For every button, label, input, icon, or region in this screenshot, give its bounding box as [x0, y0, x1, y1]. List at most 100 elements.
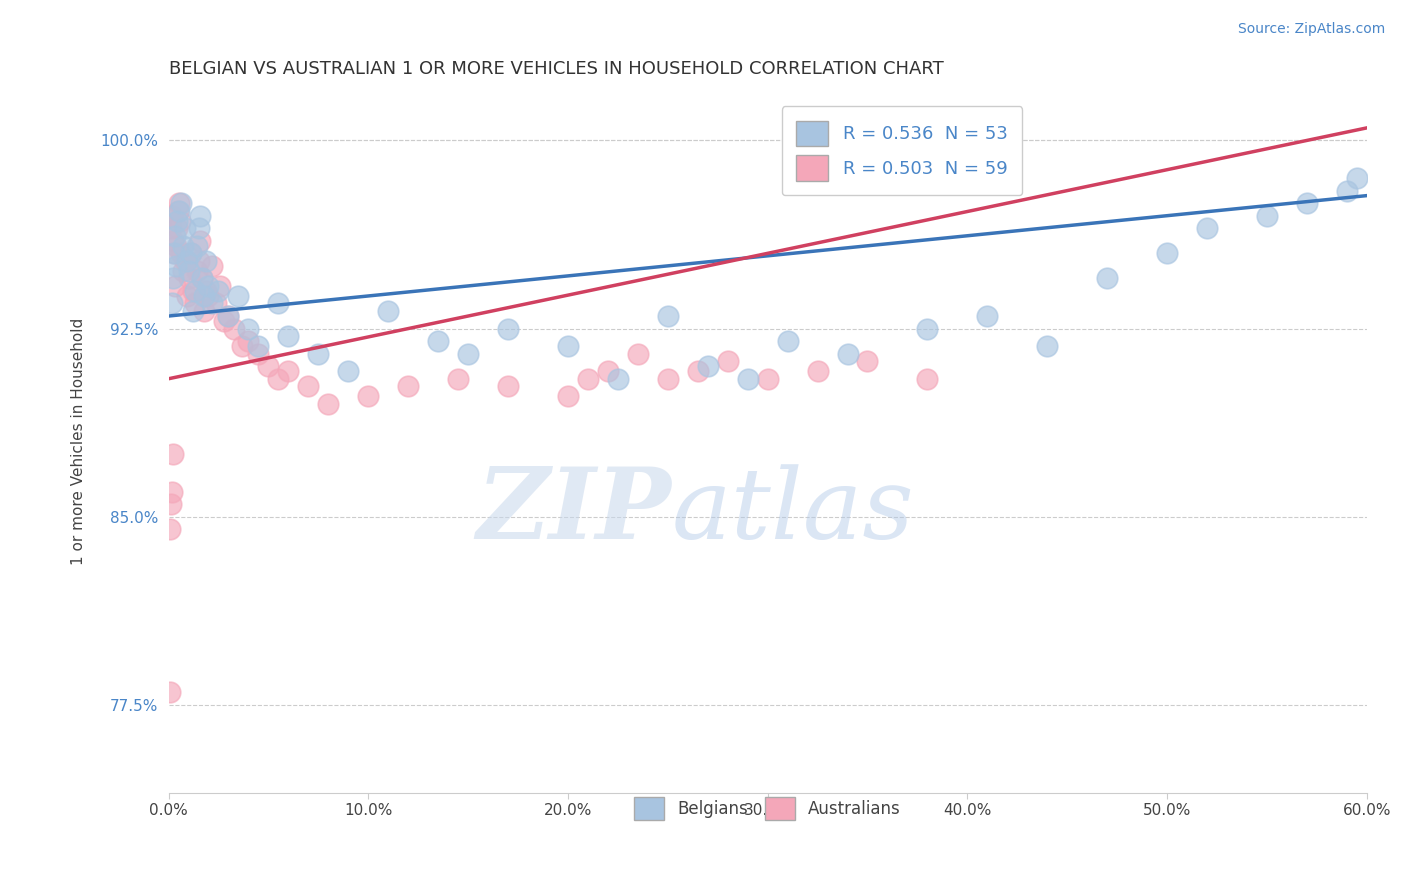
Point: [447, 372, 470, 386]
Point: [837, 346, 859, 360]
Point: [377, 304, 399, 318]
Point: [976, 309, 998, 323]
Point: [1295, 196, 1317, 211]
Point: [162, 447, 184, 461]
Point: [214, 314, 236, 328]
Point: [209, 279, 232, 293]
Point: [297, 379, 319, 393]
Point: [806, 364, 828, 378]
Point: [917, 321, 939, 335]
Point: [596, 364, 619, 378]
Point: [191, 271, 214, 285]
Point: [193, 304, 215, 318]
Point: [917, 372, 939, 386]
Point: [160, 484, 183, 499]
Point: [856, 354, 879, 368]
Point: [173, 253, 195, 268]
Point: [172, 264, 194, 278]
Point: [160, 209, 183, 223]
Point: [457, 346, 479, 360]
Point: [176, 289, 198, 303]
Point: [217, 309, 239, 323]
Point: [247, 339, 270, 353]
Point: [172, 239, 194, 253]
Point: [183, 284, 205, 298]
Point: [191, 271, 214, 285]
Point: [186, 264, 208, 278]
Text: Source: ZipAtlas.com: Source: ZipAtlas.com: [1237, 22, 1385, 37]
Text: BELGIAN VS AUSTRALIAN 1 OR MORE VEHICLES IN HOUSEHOLD CORRELATION CHART: BELGIAN VS AUSTRALIAN 1 OR MORE VEHICLES…: [169, 60, 943, 78]
Point: [277, 329, 299, 343]
Point: [190, 234, 212, 248]
Point: [427, 334, 450, 348]
Point: [756, 372, 779, 386]
Point: [167, 196, 190, 211]
Point: [162, 271, 184, 285]
Point: [173, 221, 195, 235]
Point: [193, 289, 215, 303]
Point: [277, 364, 299, 378]
Point: [159, 221, 181, 235]
Point: [686, 364, 709, 378]
Point: [496, 321, 519, 335]
Point: [307, 346, 329, 360]
Y-axis label: 1 or more Vehicles in Household: 1 or more Vehicles in Household: [72, 318, 86, 566]
Point: [357, 389, 380, 403]
Point: [186, 239, 208, 253]
Point: [657, 372, 679, 386]
Point: [576, 372, 599, 386]
Point: [159, 685, 181, 699]
Point: [187, 253, 209, 268]
Legend: Belgians, Australians: Belgians, Australians: [621, 783, 914, 833]
Point: [166, 203, 188, 218]
Point: [162, 246, 184, 260]
Point: [162, 246, 184, 260]
Point: [181, 304, 204, 318]
Point: [224, 321, 246, 335]
Point: [169, 246, 191, 260]
Point: [776, 334, 799, 348]
Point: [606, 372, 628, 386]
Point: [1336, 184, 1358, 198]
Point: [228, 289, 250, 303]
Point: [201, 259, 224, 273]
Point: [197, 279, 219, 293]
Point: [257, 359, 280, 374]
Point: [163, 228, 186, 243]
Point: [166, 221, 188, 235]
Point: [1346, 171, 1368, 186]
Point: [267, 372, 290, 386]
Point: [201, 296, 224, 310]
Point: [627, 346, 650, 360]
Point: [176, 253, 198, 268]
Point: [207, 284, 229, 298]
Point: [737, 372, 759, 386]
Point: [177, 264, 200, 278]
Point: [165, 239, 187, 253]
Point: [181, 284, 204, 298]
Point: [162, 234, 184, 248]
Point: [169, 213, 191, 227]
Point: [197, 289, 219, 303]
Point: [217, 309, 239, 323]
Point: [165, 259, 187, 273]
Point: [177, 271, 200, 285]
Point: [1036, 339, 1059, 353]
Point: [238, 321, 260, 335]
Point: [496, 379, 519, 393]
Point: [657, 309, 679, 323]
Point: [557, 389, 579, 403]
Point: [1195, 221, 1218, 235]
Point: [717, 354, 740, 368]
Point: [167, 203, 190, 218]
Point: [696, 359, 718, 374]
Text: ZIP: ZIP: [477, 464, 672, 560]
Point: [187, 221, 209, 235]
Point: [160, 497, 183, 511]
Point: [1156, 246, 1178, 260]
Point: [166, 213, 188, 227]
Point: [190, 209, 212, 223]
Point: [195, 284, 218, 298]
Point: [318, 397, 340, 411]
Text: atlas: atlas: [672, 464, 914, 559]
